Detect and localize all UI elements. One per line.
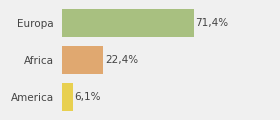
Text: 71,4%: 71,4% [195, 18, 228, 28]
Text: 6,1%: 6,1% [75, 92, 101, 102]
Bar [62, 9, 193, 37]
Bar [62, 83, 73, 111]
Text: 22,4%: 22,4% [105, 55, 138, 65]
Bar [62, 46, 103, 74]
